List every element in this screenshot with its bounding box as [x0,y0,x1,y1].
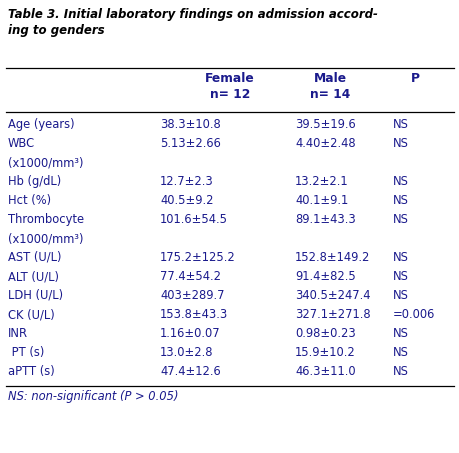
Text: 89.1±43.3: 89.1±43.3 [294,213,355,226]
Text: 1.16±0.07: 1.16±0.07 [160,327,220,340]
Text: 152.8±149.2: 152.8±149.2 [294,251,369,264]
Text: PT (s): PT (s) [8,346,44,359]
Text: 91.4±82.5: 91.4±82.5 [294,270,355,283]
Text: NS: NS [392,327,408,340]
Text: Thrombocyte: Thrombocyte [8,213,84,226]
Text: NS: NS [392,194,408,207]
Text: Hb (g/dL): Hb (g/dL) [8,175,61,188]
Text: (x1000/mm³): (x1000/mm³) [8,232,84,245]
Text: 13.0±2.8: 13.0±2.8 [160,346,213,359]
Text: (x1000/mm³): (x1000/mm³) [8,156,84,169]
Text: 153.8±43.3: 153.8±43.3 [160,308,228,321]
Text: n= 12: n= 12 [209,88,250,101]
Text: Female: Female [205,72,254,85]
Text: 101.6±54.5: 101.6±54.5 [160,213,228,226]
Text: WBC: WBC [8,137,35,150]
Text: 39.5±19.6: 39.5±19.6 [294,118,355,131]
Text: NS: NS [392,137,408,150]
Text: =0.006: =0.006 [392,308,434,321]
Text: 0.98±0.23: 0.98±0.23 [294,327,355,340]
Text: NS: NS [392,118,408,131]
Text: NS: NS [392,289,408,302]
Text: aPTT (s): aPTT (s) [8,365,55,378]
Text: NS: NS [392,270,408,283]
Text: 5.13±2.66: 5.13±2.66 [160,137,220,150]
Text: AST (U/L): AST (U/L) [8,251,62,264]
Text: Male: Male [313,72,346,85]
Text: 46.3±11.0: 46.3±11.0 [294,365,355,378]
Text: 15.9±10.2: 15.9±10.2 [294,346,355,359]
Text: Hct (%): Hct (%) [8,194,51,207]
Text: NS: NS [392,175,408,188]
Text: INR: INR [8,327,28,340]
Text: ALT (U/L): ALT (U/L) [8,270,59,283]
Text: CK (U/L): CK (U/L) [8,308,55,321]
Text: 340.5±247.4: 340.5±247.4 [294,289,369,302]
Text: 77.4±54.2: 77.4±54.2 [160,270,220,283]
Text: NS: NS [392,251,408,264]
Text: NS: NS [392,346,408,359]
Text: 13.2±2.1: 13.2±2.1 [294,175,348,188]
Text: 40.1±9.1: 40.1±9.1 [294,194,347,207]
Text: Table 3. Initial laboratory findings on admission accord-: Table 3. Initial laboratory findings on … [8,8,377,21]
Text: 40.5±9.2: 40.5±9.2 [160,194,213,207]
Text: NS: NS [392,365,408,378]
Text: ing to genders: ing to genders [8,24,104,37]
Text: 175.2±125.2: 175.2±125.2 [160,251,235,264]
Text: LDH (U/L): LDH (U/L) [8,289,63,302]
Text: P: P [409,72,419,85]
Text: n= 14: n= 14 [309,88,349,101]
Text: 12.7±2.3: 12.7±2.3 [160,175,213,188]
Text: NS: non-significant (P > 0.05): NS: non-significant (P > 0.05) [8,390,178,403]
Text: 38.3±10.8: 38.3±10.8 [160,118,220,131]
Text: 4.40±2.48: 4.40±2.48 [294,137,355,150]
Text: NS: NS [392,213,408,226]
Text: 47.4±12.6: 47.4±12.6 [160,365,220,378]
Text: Age (years): Age (years) [8,118,74,131]
Text: 403±289.7: 403±289.7 [160,289,224,302]
Text: 327.1±271.8: 327.1±271.8 [294,308,370,321]
